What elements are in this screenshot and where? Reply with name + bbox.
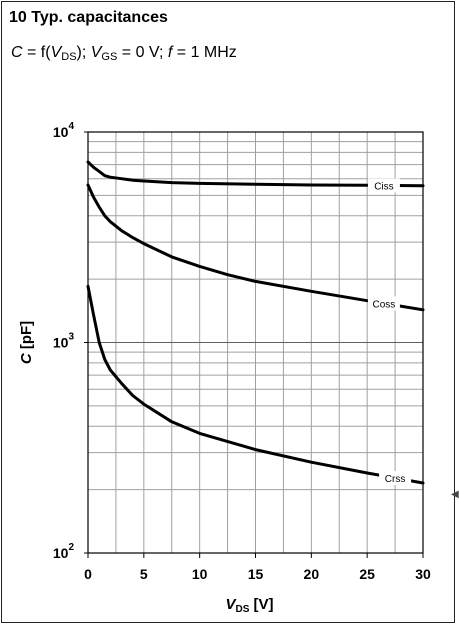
figure-condition: C = f(VDS); VGS = 0 V; f = 1 MHz [11, 44, 237, 63]
x-tick-label: 25 [359, 566, 375, 582]
figure-title: 10 Typ. capacitances [9, 9, 168, 26]
y-tick-label: 103 [53, 332, 75, 351]
x-tick-label: 20 [304, 566, 320, 582]
x-tick-label: 0 [84, 566, 92, 582]
cond-eq2: = 0 V; [117, 44, 168, 61]
x-tick-label: 5 [140, 566, 148, 582]
series-label-coss: Coss [373, 299, 396, 310]
cond-eq1: = f( [22, 44, 51, 61]
cond-var-v2: V [90, 44, 102, 61]
cond-var-v: V [50, 44, 62, 61]
series-line-ciss [86, 160, 425, 188]
edge-arrow-mark: ◀ [451, 489, 459, 500]
series-label-ciss: Ciss [374, 181, 393, 192]
x-axis-label: VDS [V] [225, 596, 273, 615]
cond-sub-gs: GS [101, 51, 118, 63]
series-line-coss [86, 183, 425, 312]
series-label-bg-ciss [367, 178, 400, 193]
y-axis-label: C [pF] [18, 321, 35, 364]
cond-var-f: f [167, 44, 173, 61]
series-label-bg-crss [379, 470, 412, 485]
x-tick-label: 30 [415, 566, 431, 582]
y-tick-label: 104 [53, 121, 75, 140]
cond-eq3: = 1 MHz [172, 44, 237, 61]
series-label-bg-coss [367, 296, 400, 311]
cond-sub-ds: DS [61, 51, 77, 63]
y-tick-label: 102 [53, 542, 75, 561]
series-label-crss: Crss [385, 474, 406, 485]
cond-var-c: C [11, 44, 23, 61]
series-line-crss [86, 284, 425, 485]
x-tick-label: 10 [192, 566, 208, 582]
cond-mid: ); [76, 44, 91, 61]
x-tick-label: 15 [248, 566, 264, 582]
